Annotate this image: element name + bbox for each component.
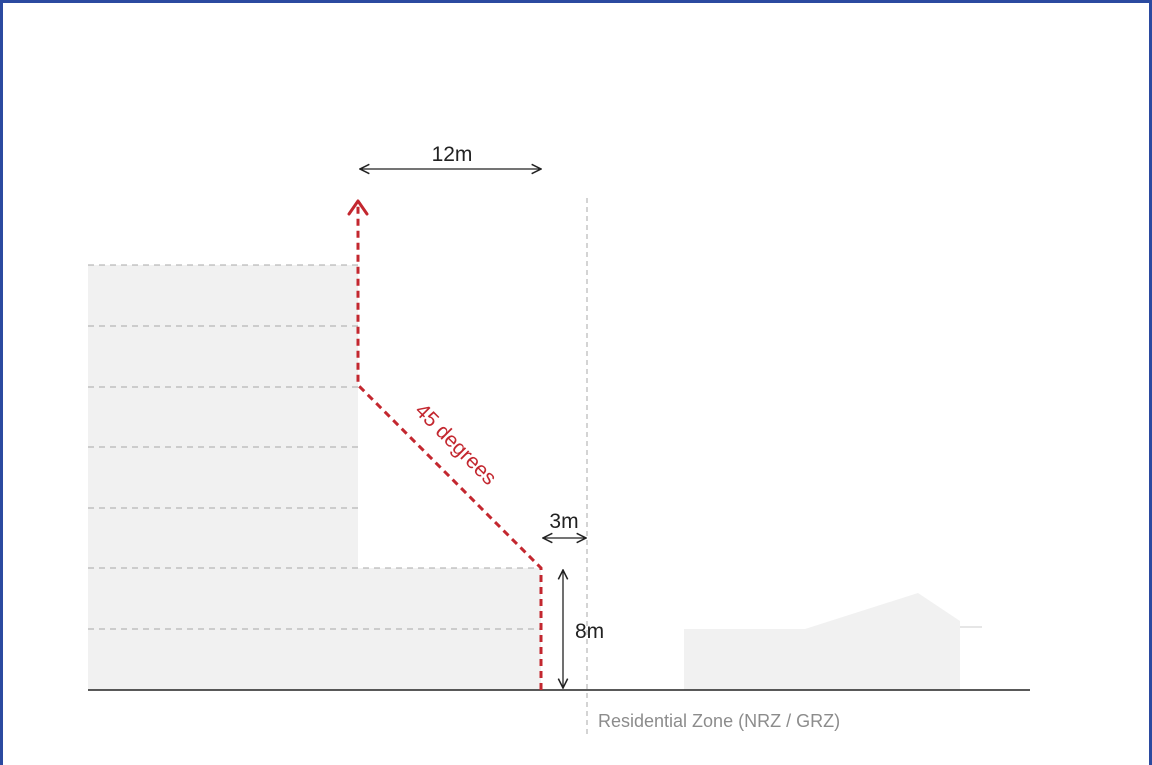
zone-label: Residential Zone (NRZ / GRZ)	[598, 711, 840, 731]
dimension-3m-label: 3m	[549, 510, 578, 533]
neighbour-house	[684, 593, 960, 690]
angle-label: 45 degrees	[410, 399, 501, 490]
envelope-arrowhead	[347, 199, 369, 216]
building-envelope-line	[356, 205, 543, 690]
floor-lines	[88, 264, 541, 630]
dimension-12m-label: 12m	[432, 143, 473, 166]
dimension-8m-label: 8m	[575, 620, 604, 643]
building-massing	[88, 265, 541, 690]
